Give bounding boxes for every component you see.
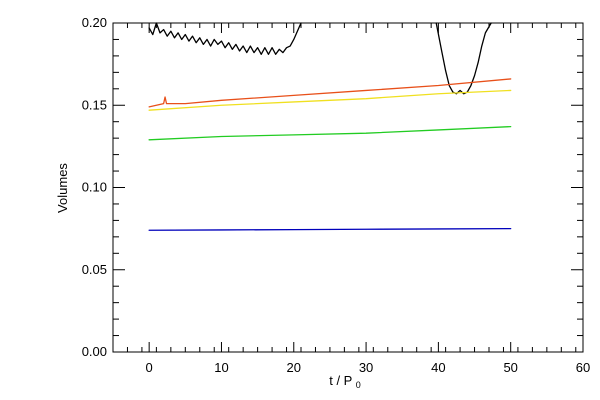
x-tick-label: 50 [503, 360, 517, 375]
x-tick-label: 0 [146, 360, 153, 375]
x-axis-label: t / P 0 [329, 373, 361, 390]
y-axis-label: Volumes [55, 163, 70, 213]
x-axis-label-main: t / P [329, 373, 352, 388]
series-line-4 [148, 89, 512, 111]
series-line-5 [148, 125, 512, 141]
series-line-2 [435, 22, 492, 95]
y-tick-label: 0.20 [82, 15, 107, 30]
y-tick-label: 0.00 [82, 344, 107, 359]
y-tick-label: 0.15 [82, 97, 107, 112]
x-tick-label: 40 [431, 360, 445, 375]
x-axis-label-subscript: 0 [356, 380, 361, 390]
series-line-6 [148, 227, 512, 231]
series-line-3 [148, 78, 512, 108]
x-axis-ticks: 0 10 20 30 40 50 60 [112, 23, 590, 375]
series-layer [148, 22, 512, 231]
x-tick-label: 10 [214, 360, 228, 375]
x-tick-label: 20 [287, 360, 301, 375]
y-axis-ticks: 0.00 0.05 0.10 0.15 0.20 [82, 15, 583, 359]
x-tick-label: 60 [576, 360, 590, 375]
x-tick-label: 30 [359, 360, 373, 375]
plot-frame [112, 22, 584, 353]
y-tick-label: 0.05 [82, 262, 107, 277]
y-tick-label: 0.10 [82, 180, 107, 195]
series-line-1 [148, 22, 302, 55]
